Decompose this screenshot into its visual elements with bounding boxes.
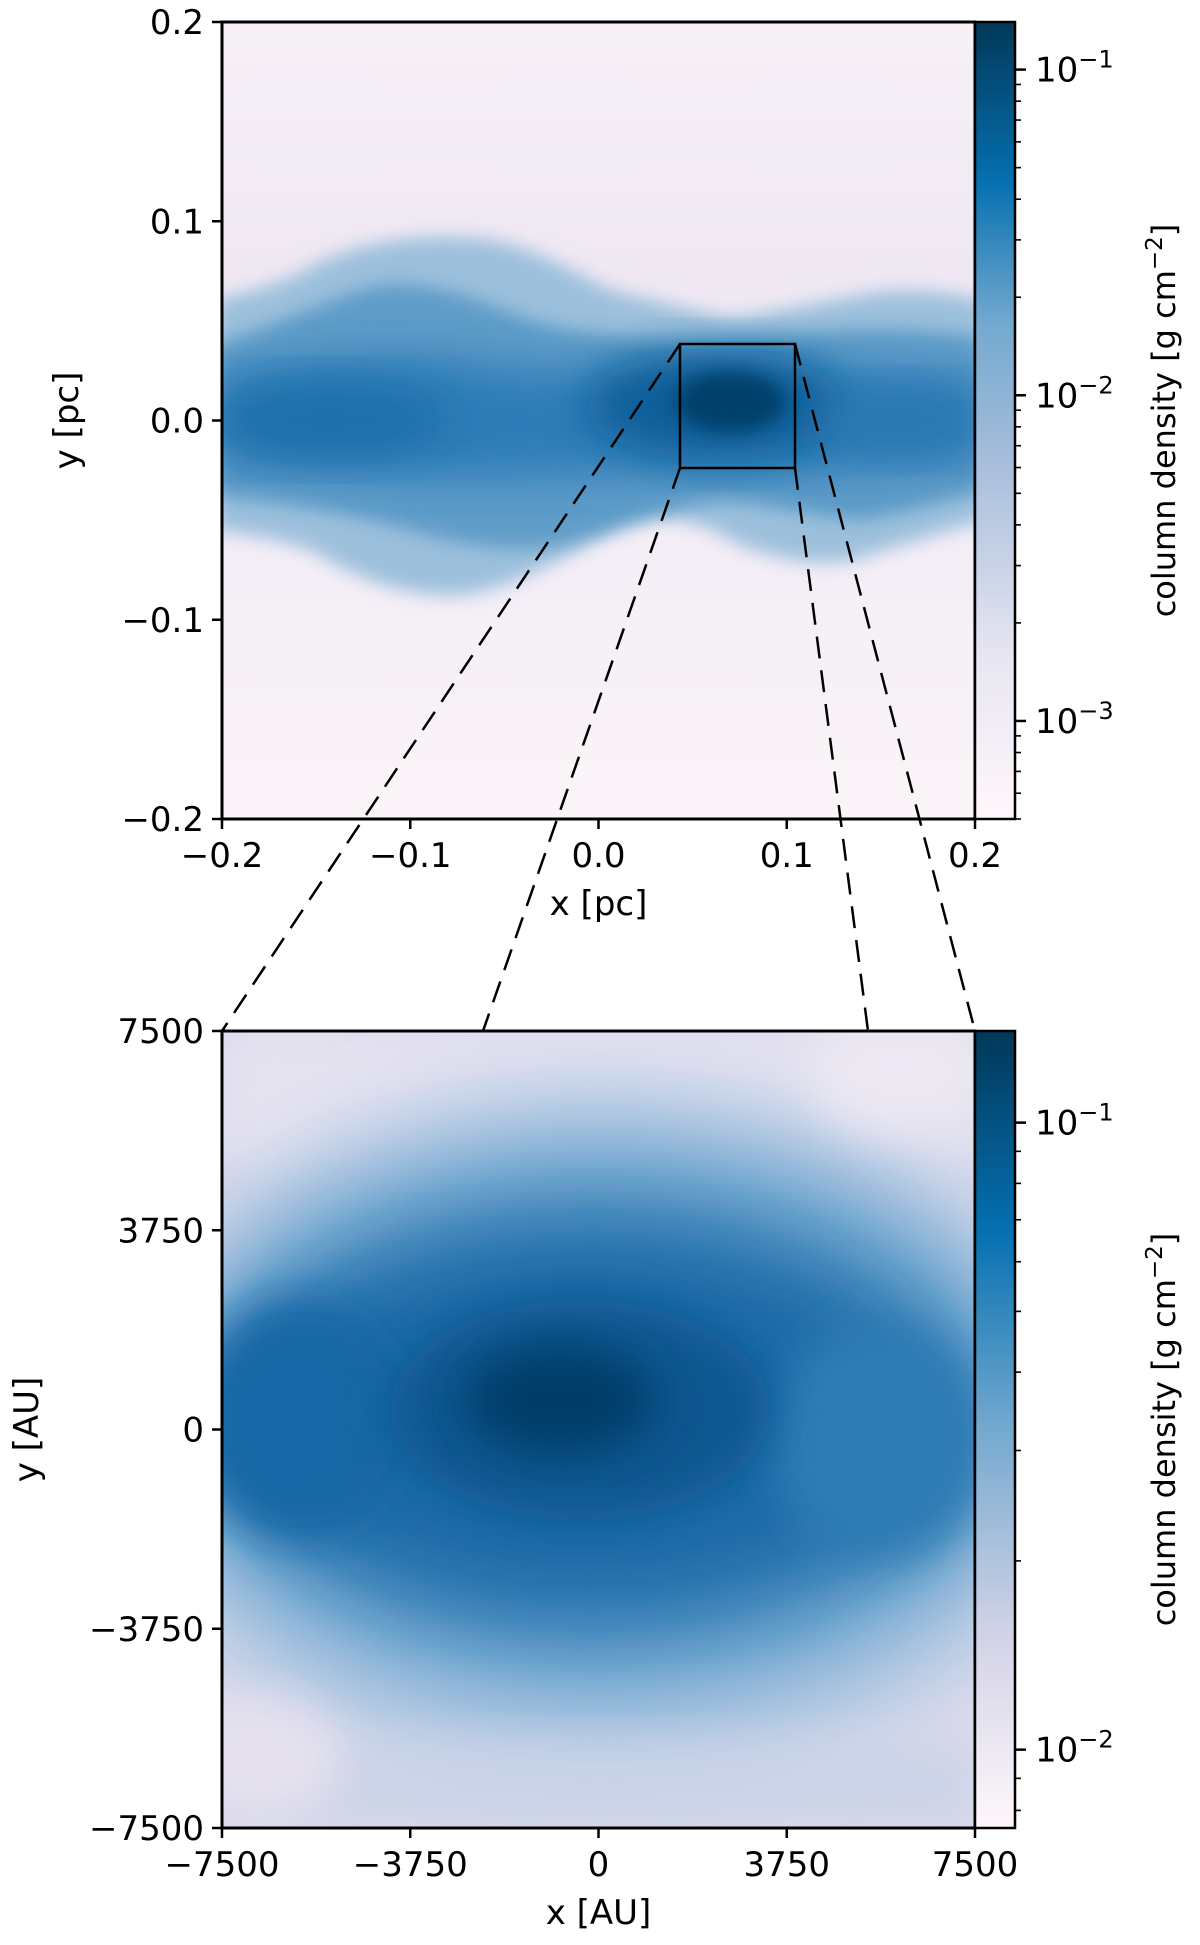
- bottom-x-tick-label: 0: [588, 1845, 610, 1885]
- bottom-x-tick-label: −7500: [164, 1845, 279, 1885]
- bottom-y-axis-label: y [AU]: [7, 1377, 47, 1483]
- top-colorbar-label: column density [g cm−2]: [1142, 224, 1183, 618]
- top-y-tick-label: −0.1: [121, 601, 204, 641]
- bottom-colorbar-frame: [973, 1029, 1017, 1830]
- top-x-axis-label: x [pc]: [550, 884, 648, 924]
- top-y-tick-label: 0.1: [150, 202, 204, 242]
- top-y-tick-label: 0.0: [150, 402, 204, 442]
- top-colorbar-tick-label: 10−2: [1035, 371, 1114, 416]
- top-heatmap-image: [222, 22, 975, 819]
- top-x-tick-label: 0.2: [948, 836, 1002, 876]
- top-zoom-box: [678, 342, 797, 470]
- top-y-axis-label: y [pc]: [47, 372, 87, 470]
- top-colorbar-tick-label: 10−1: [1035, 46, 1114, 91]
- bottom-y-tick-label: −3750: [89, 1610, 204, 1650]
- bottom-colorbar-label: column density [g cm−2]: [1142, 1233, 1183, 1627]
- bottom-heatmap-image: [222, 1031, 975, 1828]
- zoom-line-left-inner: [481, 467, 682, 1032]
- bottom-y-tick-label: 7500: [117, 1012, 204, 1052]
- bottom-colorbar: [973, 1029, 1017, 1830]
- top-x-tick-label: −0.1: [369, 836, 452, 876]
- top-x-tick-label: 0.0: [571, 836, 625, 876]
- bottom-colorbar-tick-label: 10−1: [1035, 1099, 1114, 1144]
- zoom-line-left-outer: [220, 343, 682, 1032]
- bottom-x-tick-label: −3750: [353, 1845, 468, 1885]
- top-y-tick-label: 0.2: [150, 3, 204, 43]
- bottom-y-tick-label: 0: [182, 1411, 204, 1451]
- zoom-line-right-outer: [793, 343, 977, 1032]
- bottom-y-tick-label: 3750: [117, 1211, 204, 1251]
- bottom-colorbar-tick-label: 10−2: [1035, 1726, 1114, 1771]
- axis-annotations: −0.2 −0.1 0.0 0.1 0.2 0.2 0.1 0.0 −0.1 −0.2 x [pc]…: [7, 3, 1183, 1933]
- top-colorbar: [973, 20, 1017, 821]
- top-colorbar-frame: [973, 20, 1017, 821]
- zoom-line-right-inner: [793, 467, 870, 1032]
- top-y-tick-label: −0.2: [121, 800, 204, 840]
- top-x-tick-label: 0.1: [760, 836, 814, 876]
- bottom-y-tick-label: −7500: [89, 1809, 204, 1849]
- zoom-connector-lines: [220, 343, 977, 1032]
- bottom-x-axis-label: x [AU]: [546, 1893, 652, 1933]
- bottom-x-tick-label: 3750: [743, 1845, 830, 1885]
- top-colorbar-tick-label: 10−3: [1035, 697, 1114, 742]
- bottom-x-tick-label: 7500: [932, 1845, 1019, 1885]
- top-x-tick-label: −0.2: [181, 836, 264, 876]
